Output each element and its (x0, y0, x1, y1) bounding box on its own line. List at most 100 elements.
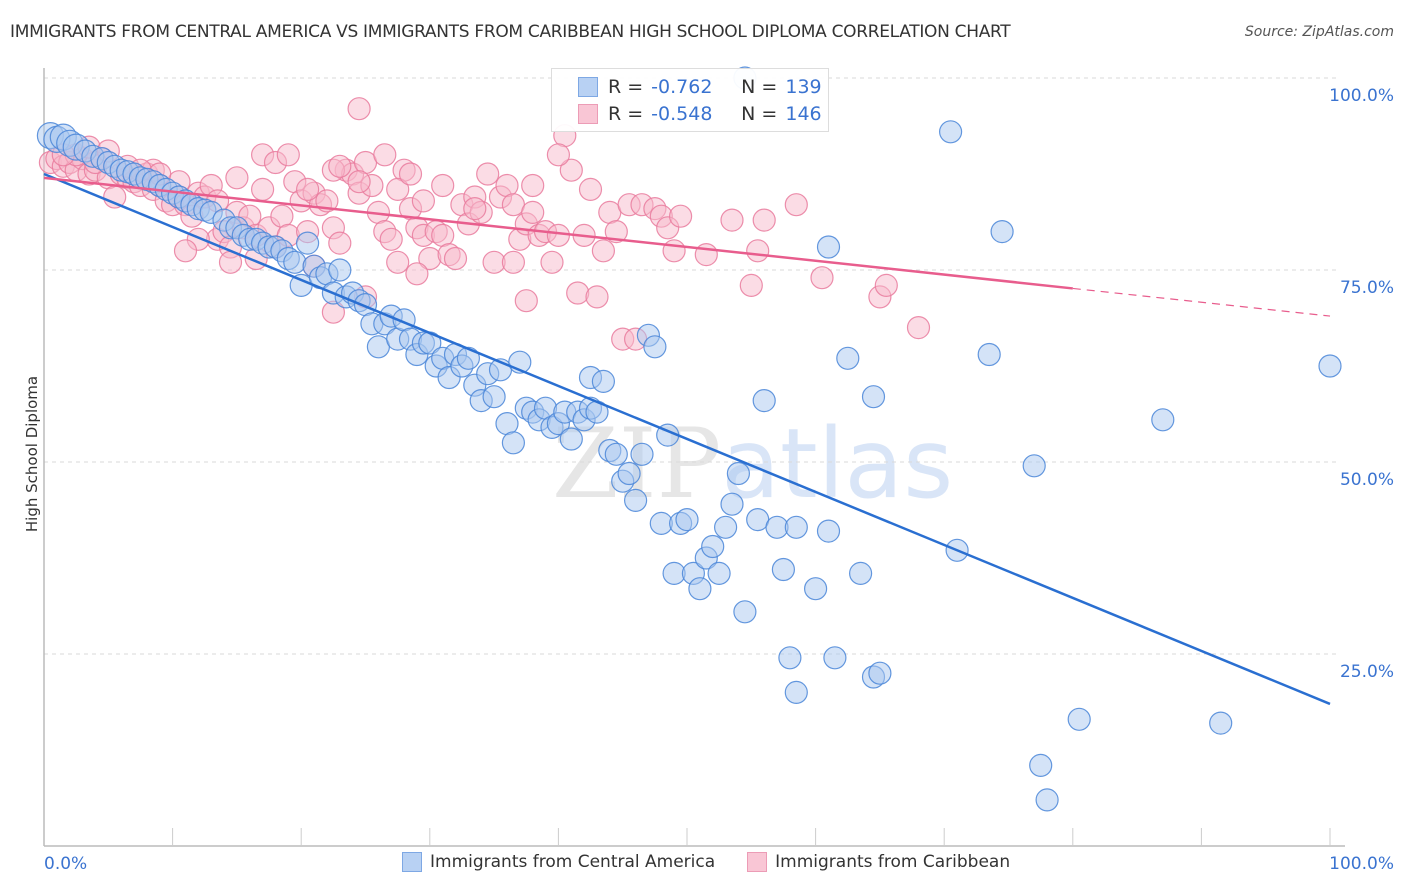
point-caribbean (546, 223, 571, 247)
point-central-america (977, 342, 1001, 367)
trend-line-extension-caribbean (1072, 287, 1331, 317)
point-central-america (1022, 454, 1046, 478)
point-caribbean (501, 250, 526, 274)
trend-lines (43, 172, 1331, 706)
point-caribbean (874, 273, 898, 297)
point-caribbean (373, 143, 397, 167)
point-caribbean (521, 200, 545, 224)
point-caribbean (540, 250, 564, 274)
point-central-america (623, 488, 648, 512)
central-america-swatch (402, 852, 422, 872)
stats-legend-row-central-america: R = -0.762 N = 139 (578, 74, 822, 100)
point-central-america (990, 220, 1014, 244)
point-caribbean (296, 177, 320, 201)
stats-legend-row-caribbean: R = -0.548 N = 146 (578, 101, 822, 127)
stats-legend: R = -0.762 N = 139 R = -0.548 N = 146 (551, 68, 829, 132)
point-caribbean (585, 285, 609, 309)
point-central-america (482, 385, 506, 409)
x-tick-label-0: 0.0% (44, 854, 88, 874)
point-caribbean (521, 173, 545, 198)
point-caribbean (347, 97, 371, 121)
point-central-america (778, 646, 802, 670)
point-central-america (733, 600, 757, 624)
y-tick-label-100: 100.0% (1329, 86, 1394, 106)
n-label: N = (741, 103, 778, 125)
y-axis-label: High School Diploma (23, 375, 41, 533)
legend-item-central-america[interactable]: Immigrants from Central America (402, 852, 715, 872)
point-caribbean (694, 243, 718, 267)
point-central-america (604, 442, 628, 466)
point-central-america (296, 231, 320, 255)
point-central-america (1209, 711, 1233, 735)
point-caribbean (398, 162, 423, 186)
point-central-america (816, 235, 841, 259)
point-caribbean (906, 316, 931, 340)
point-caribbean (328, 154, 352, 178)
point-central-america (1151, 408, 1175, 432)
point-central-america (366, 335, 390, 359)
y-tick-label-50: 50.0% (1339, 470, 1394, 490)
point-caribbean (752, 208, 776, 232)
point-central-america (707, 561, 731, 586)
point-caribbean (379, 227, 403, 251)
r-value: -0.548 (651, 103, 713, 125)
point-central-america (688, 577, 712, 601)
point-caribbean (347, 170, 371, 194)
point-central-america (713, 515, 738, 539)
point-central-america (1318, 354, 1342, 378)
series-legend: Immigrants from Central America Immigran… (402, 852, 1042, 872)
point-caribbean (482, 250, 506, 274)
point-caribbean (405, 262, 429, 286)
point-central-america (1035, 788, 1059, 812)
y-tick-label-25: 25.0% (1339, 662, 1394, 682)
point-caribbean (328, 231, 352, 255)
n-value: 146 (785, 103, 822, 125)
point-central-america (752, 389, 776, 413)
n-value: 139 (785, 76, 822, 98)
point-caribbean (784, 193, 808, 217)
point-caribbean (514, 289, 538, 313)
chart-title: IMMIGRANTS FROM CENTRAL AMERICA VS IMMIG… (10, 22, 1011, 42)
trend-line-caribbean (43, 176, 1073, 290)
point-caribbean (173, 239, 198, 263)
axes (43, 68, 1345, 847)
point-central-america (662, 561, 686, 586)
point-central-america (456, 346, 480, 370)
point-caribbean (431, 173, 455, 198)
point-central-america (701, 534, 725, 559)
point-caribbean (476, 162, 500, 186)
point-central-america (784, 515, 808, 539)
point-caribbean (668, 204, 693, 228)
point-caribbean (251, 177, 275, 201)
point-central-america (328, 258, 352, 282)
point-central-america (823, 646, 847, 670)
point-caribbean (546, 143, 571, 167)
legend-item-caribbean[interactable]: Immigrants from Caribbean (747, 852, 1010, 872)
central-america-swatch (578, 77, 598, 97)
point-caribbean (443, 246, 468, 271)
point-central-america (784, 680, 808, 705)
point-caribbean (578, 177, 603, 201)
point-central-america (803, 577, 828, 601)
point-caribbean (315, 189, 339, 213)
point-central-america (720, 492, 744, 516)
caribbean-swatch (578, 104, 598, 124)
point-central-america (868, 661, 892, 685)
point-central-america (617, 461, 641, 486)
point-central-america (836, 346, 860, 370)
n-label: N = (741, 76, 778, 98)
point-central-america (938, 120, 963, 144)
point-central-america (771, 557, 796, 582)
point-caribbean (746, 239, 770, 263)
point-caribbean (225, 166, 249, 190)
point-central-america (501, 431, 526, 455)
point-central-america (1029, 753, 1053, 778)
point-caribbean (720, 208, 744, 232)
point-central-america (1067, 707, 1091, 731)
trend-line-central-america (43, 172, 1331, 706)
point-caribbean (276, 143, 300, 167)
point-caribbean (463, 197, 487, 221)
legend-label: Immigrants from Caribbean (775, 852, 1011, 872)
point-caribbean (810, 266, 834, 290)
